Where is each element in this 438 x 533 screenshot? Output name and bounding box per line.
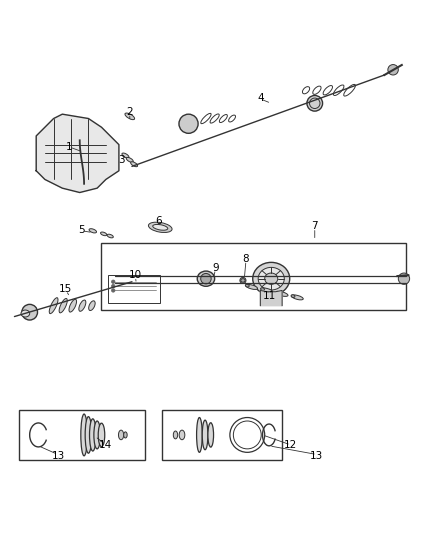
Text: 8: 8 <box>243 254 249 264</box>
Ellipse shape <box>101 232 107 236</box>
Circle shape <box>179 114 198 133</box>
Ellipse shape <box>261 288 273 293</box>
Ellipse shape <box>124 432 127 438</box>
Circle shape <box>112 284 115 288</box>
Ellipse shape <box>79 300 86 311</box>
Polygon shape <box>36 114 119 192</box>
Ellipse shape <box>89 229 96 233</box>
Text: 13: 13 <box>51 451 64 461</box>
Ellipse shape <box>126 157 133 163</box>
Text: 10: 10 <box>129 270 142 280</box>
Ellipse shape <box>59 298 67 313</box>
Text: 11: 11 <box>262 291 276 301</box>
Circle shape <box>201 273 211 284</box>
Ellipse shape <box>148 222 172 232</box>
Ellipse shape <box>118 430 124 440</box>
Text: 7: 7 <box>311 221 318 231</box>
Ellipse shape <box>276 292 288 296</box>
Ellipse shape <box>94 421 100 449</box>
Ellipse shape <box>85 417 92 453</box>
Ellipse shape <box>197 417 202 453</box>
Circle shape <box>307 95 322 111</box>
Ellipse shape <box>253 262 290 295</box>
Ellipse shape <box>89 419 96 451</box>
Ellipse shape <box>246 285 258 289</box>
Ellipse shape <box>153 224 168 230</box>
Text: 5: 5 <box>78 224 85 235</box>
Polygon shape <box>260 290 282 305</box>
Ellipse shape <box>261 288 265 290</box>
Bar <box>19 410 145 460</box>
Ellipse shape <box>88 301 95 311</box>
Ellipse shape <box>49 298 58 313</box>
Ellipse shape <box>265 273 278 284</box>
Ellipse shape <box>179 430 185 440</box>
Text: 9: 9 <box>212 263 219 273</box>
Ellipse shape <box>291 295 295 297</box>
Text: 6: 6 <box>155 216 161 226</box>
Bar <box>108 275 160 303</box>
Text: 3: 3 <box>118 155 124 165</box>
Text: 12: 12 <box>284 440 297 450</box>
Bar <box>102 243 406 310</box>
Ellipse shape <box>21 310 30 317</box>
Ellipse shape <box>245 284 249 287</box>
Ellipse shape <box>276 291 280 294</box>
Ellipse shape <box>202 420 208 450</box>
Circle shape <box>112 289 115 292</box>
Circle shape <box>398 273 410 284</box>
Ellipse shape <box>125 113 134 119</box>
Text: 1: 1 <box>66 142 72 152</box>
Circle shape <box>240 277 246 284</box>
Text: 14: 14 <box>99 440 113 450</box>
Ellipse shape <box>107 234 113 238</box>
Ellipse shape <box>131 161 138 167</box>
Circle shape <box>22 304 38 320</box>
Text: 4: 4 <box>257 93 264 103</box>
Text: 13: 13 <box>310 451 324 461</box>
Ellipse shape <box>122 153 129 158</box>
Text: 2: 2 <box>127 107 133 117</box>
Bar <box>162 410 282 460</box>
Text: 15: 15 <box>59 284 72 294</box>
Ellipse shape <box>81 414 87 456</box>
Ellipse shape <box>291 295 303 300</box>
Ellipse shape <box>98 423 105 447</box>
Circle shape <box>112 280 115 284</box>
Ellipse shape <box>258 268 284 290</box>
Ellipse shape <box>173 431 178 439</box>
Ellipse shape <box>69 299 77 312</box>
Ellipse shape <box>208 423 214 447</box>
Ellipse shape <box>197 271 215 286</box>
Circle shape <box>388 64 398 75</box>
